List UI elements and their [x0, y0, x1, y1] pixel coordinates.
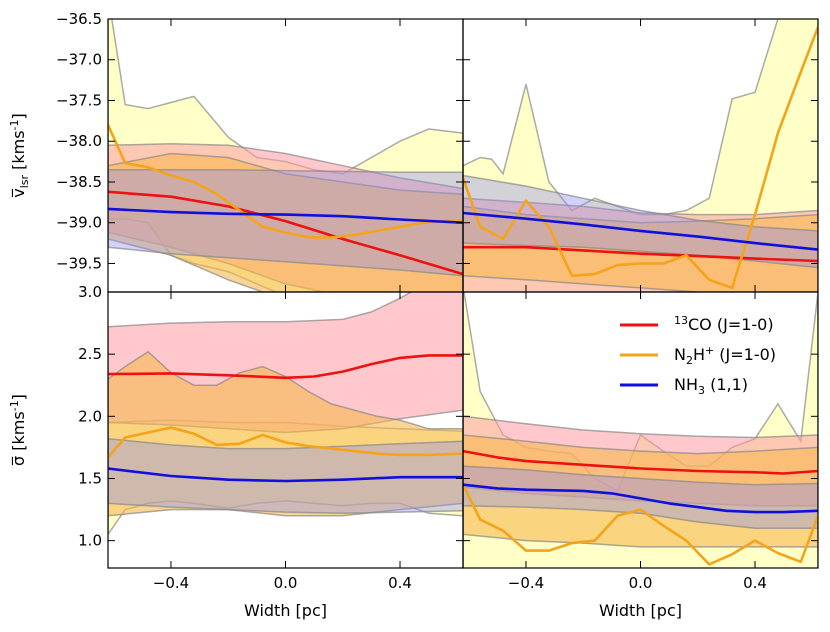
y-axis-label-sigma: σ̅ [kms-1]: [8, 394, 28, 466]
y-tick-label: 1.0: [78, 532, 102, 550]
y-tick-label: −38.5: [56, 173, 102, 191]
y-tick-label: −37.0: [56, 51, 102, 69]
y-tick-label: −39.0: [56, 214, 102, 232]
n2h-uncertainty-band: [108, 152, 463, 292]
nh3-line: [463, 483, 818, 514]
legend-item-n2h: N2H+ (J=1-0): [620, 344, 776, 367]
nh3-uncertainty-band: [463, 174, 818, 269]
legend-label: 13CO (J=1-0): [674, 314, 774, 334]
x-tick-label: −0.4: [508, 574, 544, 592]
y-tick-label: 2.5: [78, 345, 102, 363]
x-tick-label: 0.4: [743, 574, 767, 592]
legend-item-nh3: NH3 (1,1): [620, 375, 748, 397]
y-tick-label: 1.5: [78, 469, 102, 487]
legend: 13CO (J=1-0) N2H+ (J=1-0) NH3 (1,1): [620, 314, 776, 397]
x-axis-label: Width [pc]: [244, 601, 327, 620]
y-tick-label: −39.5: [56, 254, 102, 272]
nh3-uncertainty-band: [108, 437, 463, 515]
n2h-line: [463, 26, 818, 290]
panel-vlsr-left: [108, 19, 463, 292]
n2h-uncertainty-band: [108, 350, 463, 517]
x-axis-label: Width [pc]: [599, 601, 682, 620]
nh3-line: [108, 467, 463, 483]
nh3-line: [108, 207, 463, 224]
n2h-line: [463, 484, 818, 566]
x-tick-label: 0.0: [629, 574, 653, 592]
y-tick-label: 2.0: [78, 407, 102, 425]
co13-line: [463, 245, 818, 263]
co13-line: [108, 354, 463, 380]
y-tick-label: 3.0: [78, 283, 102, 301]
y-tick-label: −37.5: [56, 91, 102, 109]
panel-sigma-right: [463, 292, 818, 568]
co13-line: [108, 190, 463, 276]
legend-item-co13: 13CO (J=1-0): [620, 314, 774, 334]
y-axis-label-vlsr: v̅lsr [kms-1]: [8, 113, 31, 198]
y-tick-label: −38.0: [56, 132, 102, 150]
n2h-line: [108, 124, 463, 239]
x-tick-label: 0.0: [274, 574, 298, 592]
legend-label: N2H+ (J=1-0): [674, 344, 776, 367]
n2h-uncertainty-band: [463, 205, 818, 292]
co13-line: [463, 449, 818, 475]
x-tick-label: −0.4: [153, 574, 189, 592]
panel-sigma-left: [108, 292, 463, 568]
legend-label: NH3 (1,1): [674, 375, 748, 397]
n2h-line: [108, 426, 463, 459]
x-tick-label: 0.4: [388, 574, 412, 592]
nh3-line: [463, 211, 818, 251]
panel-vlsr-right: [463, 19, 818, 292]
y-tick-label: −36.5: [56, 10, 102, 28]
